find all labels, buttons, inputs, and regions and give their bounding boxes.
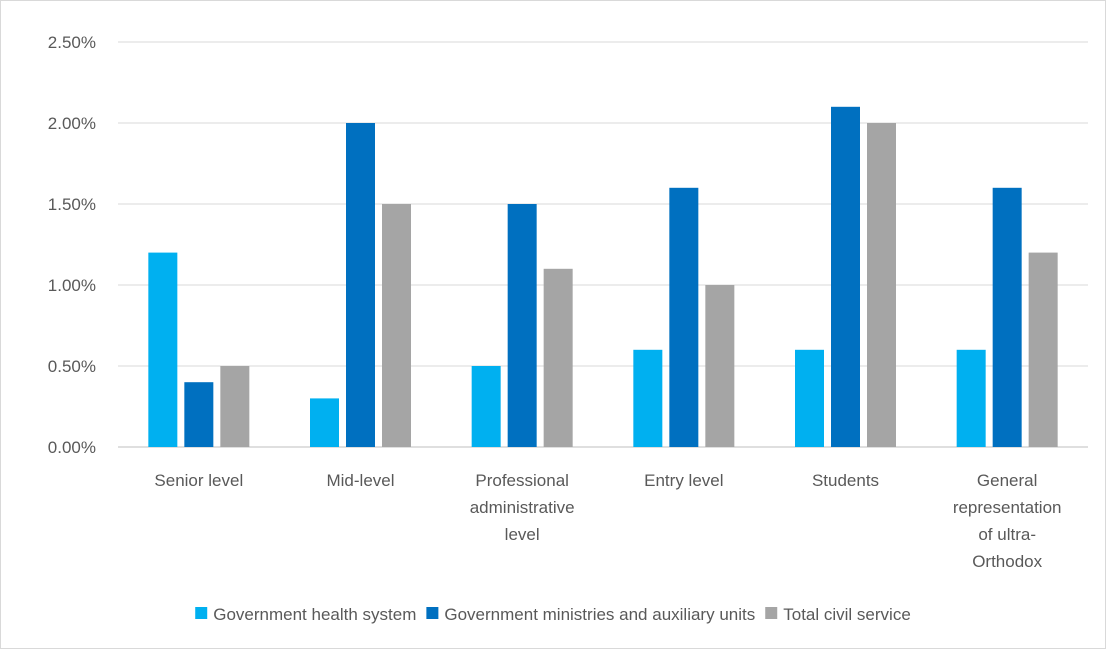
bar	[956, 349, 986, 447]
y-tick-label: 2.00%	[48, 114, 96, 133]
bar	[867, 123, 896, 447]
x-tick-label: Professional	[475, 471, 569, 490]
y-tick-label: 1.00%	[48, 276, 96, 295]
bar	[669, 187, 699, 448]
x-tick-label: level	[505, 525, 540, 544]
bar	[705, 285, 735, 447]
bar	[543, 268, 573, 447]
bar	[310, 398, 339, 447]
x-tick-label: Senior level	[154, 471, 243, 490]
bar	[382, 204, 411, 447]
x-tick-label: of ultra-	[978, 525, 1036, 544]
bar	[346, 123, 375, 447]
y-tick-label: 2.50%	[48, 33, 96, 52]
legend-label: Government ministries and auxiliary unit…	[444, 605, 755, 624]
bar	[220, 366, 250, 447]
legend-label: Total civil service	[783, 605, 911, 624]
y-tick-label: 0.00%	[48, 438, 96, 457]
x-tick-label: representation	[953, 498, 1062, 517]
legend-swatch	[426, 607, 439, 619]
x-tick-label: administrative	[470, 498, 575, 517]
bar	[831, 106, 860, 448]
bar	[795, 349, 824, 447]
bar	[471, 366, 501, 447]
x-tick-label: Students	[812, 471, 879, 490]
bar	[633, 349, 663, 447]
bar	[1028, 252, 1058, 447]
y-tick-label: 1.50%	[48, 195, 96, 214]
bar	[992, 187, 1022, 448]
bar	[148, 252, 178, 447]
x-tick-label: Entry level	[644, 471, 723, 490]
y-tick-label: 0.50%	[48, 357, 96, 376]
x-tick-label: General	[977, 471, 1037, 490]
legend-swatch	[195, 607, 208, 619]
x-tick-label: Mid-level	[326, 471, 394, 490]
bar	[184, 382, 214, 447]
legend-swatch	[765, 607, 778, 619]
bar	[507, 204, 537, 447]
x-tick-label: Orthodox	[972, 552, 1042, 571]
legend-label: Government health system	[213, 605, 416, 624]
